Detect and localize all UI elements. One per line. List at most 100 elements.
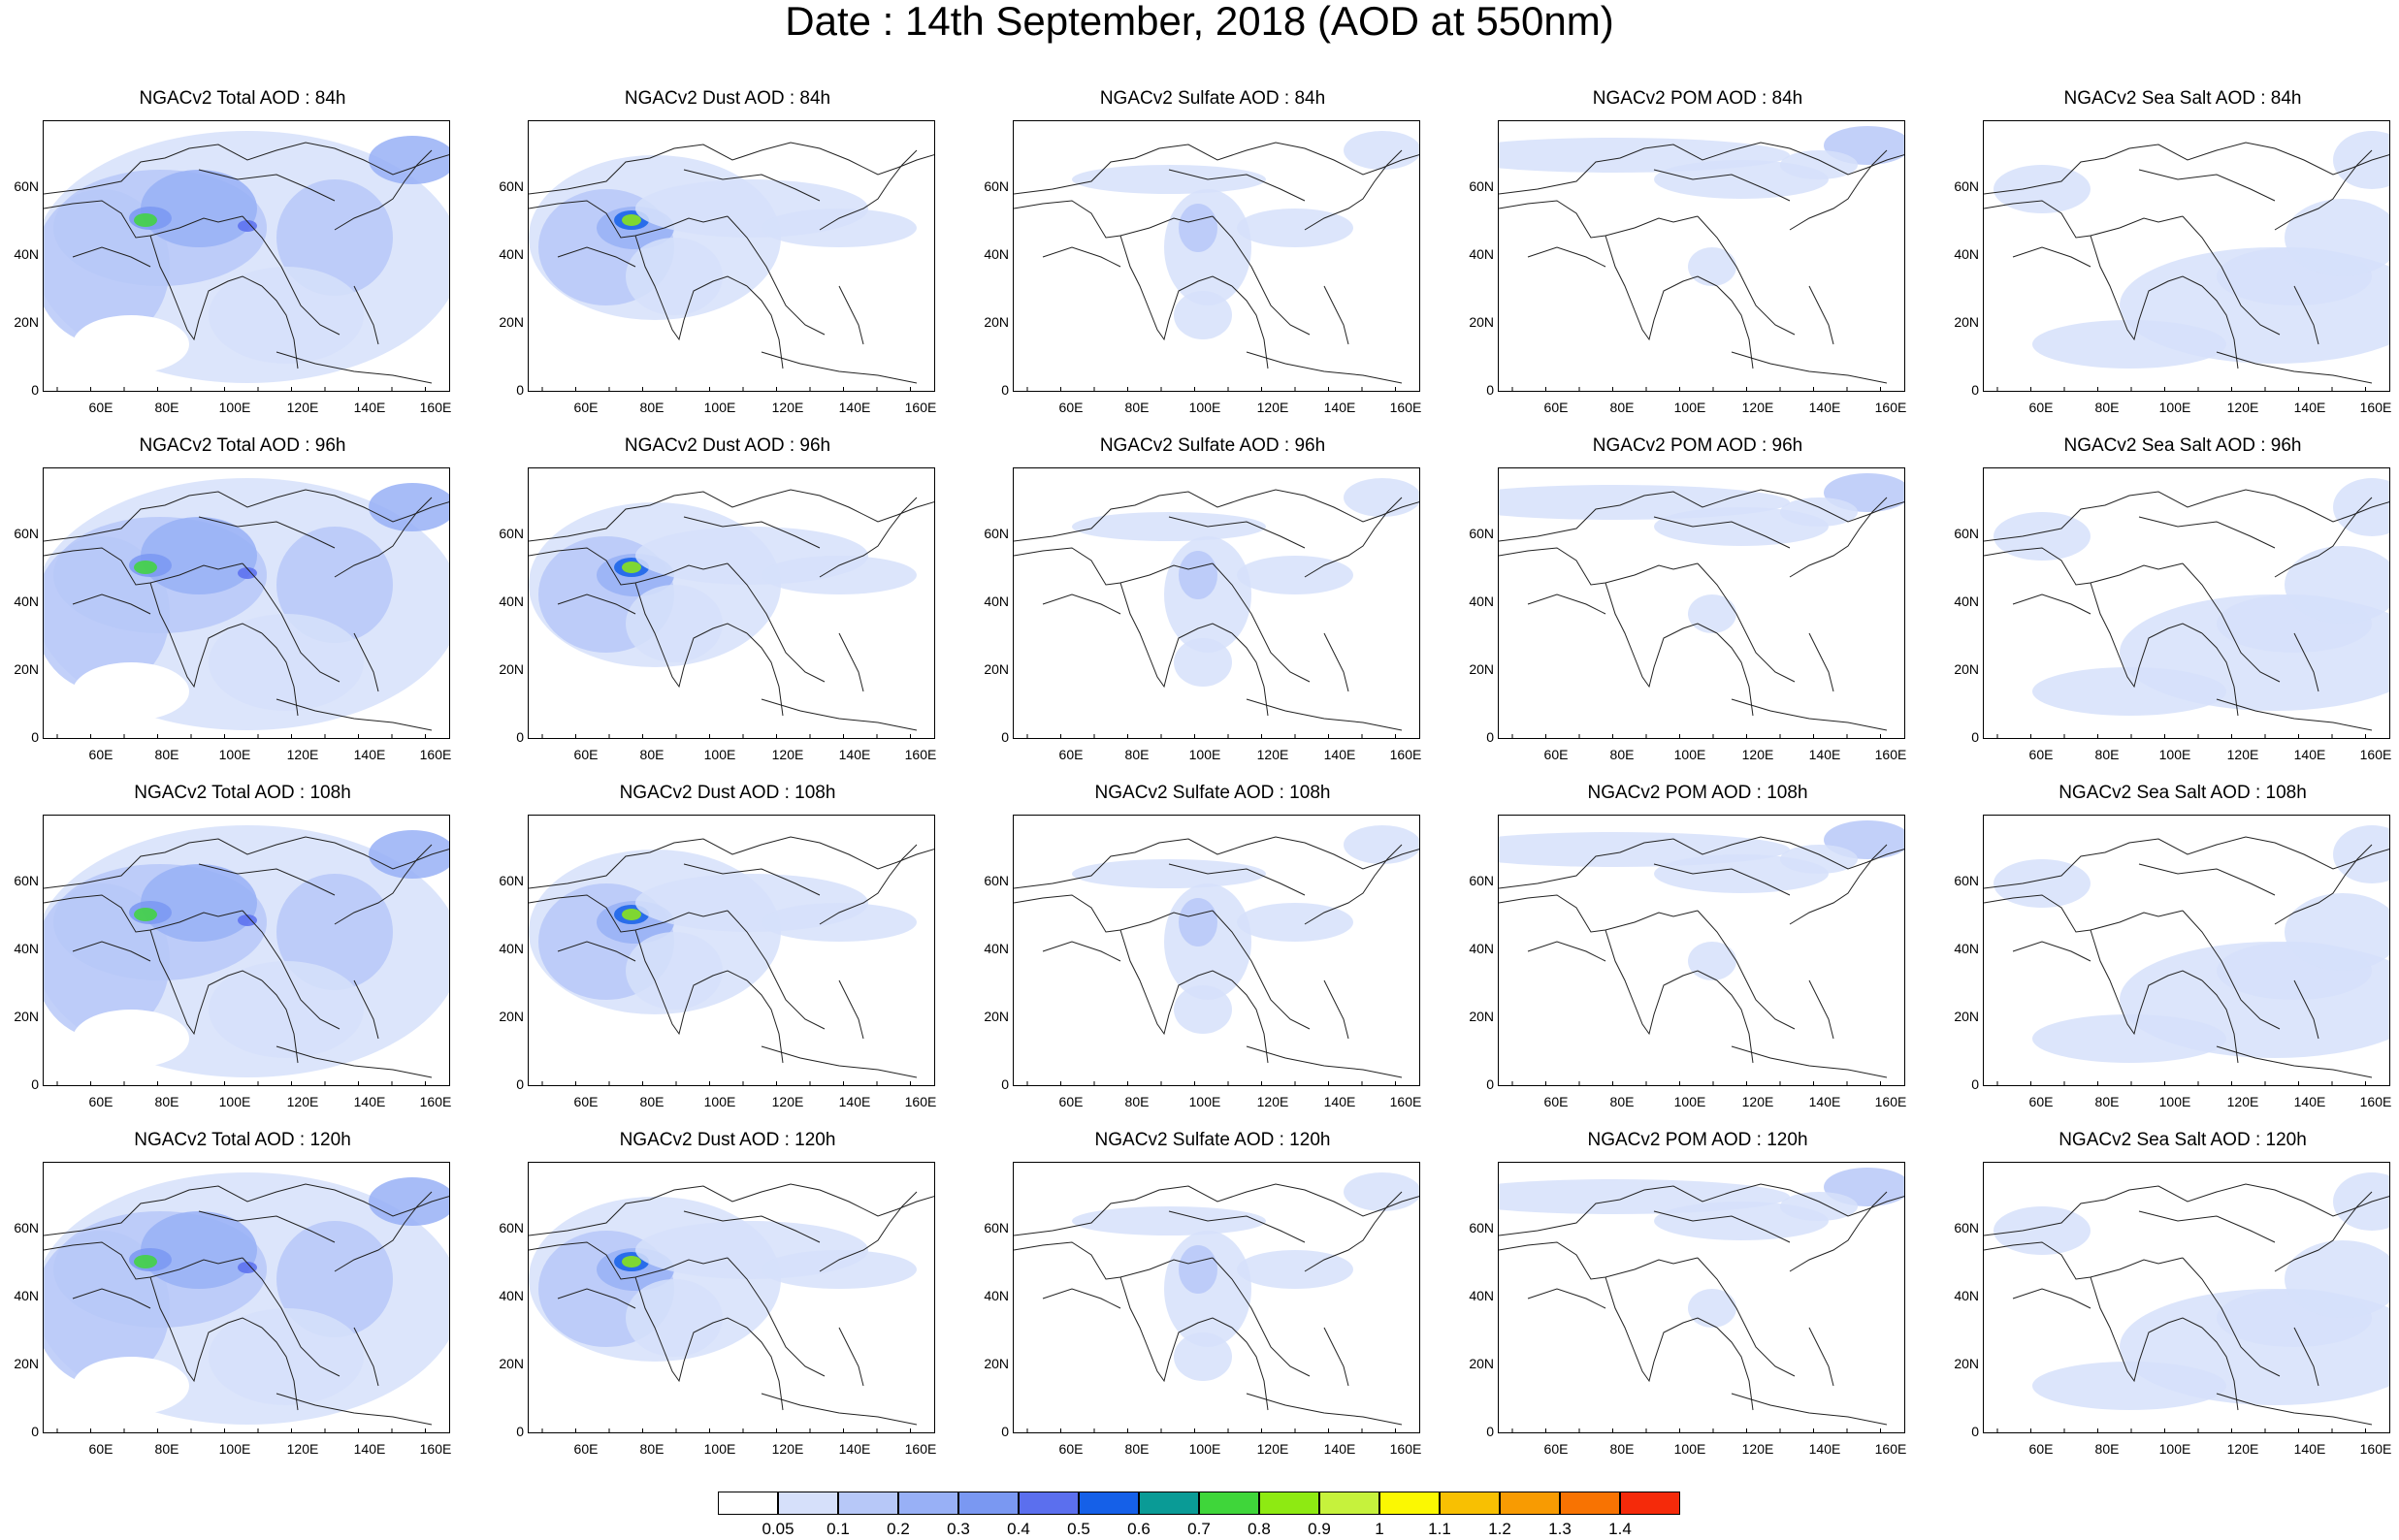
aod-contour-region [141, 517, 257, 594]
coastline [72, 246, 151, 268]
coastline [2090, 235, 2203, 341]
colorbar-label: 1.4 [1608, 1520, 1632, 1538]
aod-field [1984, 478, 2389, 738]
longitude-label: 160E [1874, 747, 1907, 762]
latitude-label: 0 [31, 382, 39, 398]
coastline [1984, 547, 2184, 586]
longitude-label: 120E [1256, 1094, 1289, 1109]
map-area [43, 120, 450, 392]
coastline [1731, 351, 1888, 384]
aod-contour-region [2032, 320, 2226, 369]
panel-title: NGACv2 Total AOD : 120h [134, 1130, 351, 1150]
aod-field [1984, 131, 2389, 391]
longitude-label: 140E [1323, 400, 1356, 415]
longitude-label: 60E [88, 747, 113, 762]
coastline [1168, 516, 1306, 549]
coastline [334, 497, 433, 578]
latitude-label: 40N [1954, 941, 1979, 956]
latitude-label: 20N [499, 1356, 524, 1371]
longitude-label: 80E [1124, 400, 1150, 415]
map-panel-seasalt-108h: NGACv2 Sea Salt AOD : 108h 60N 40N 20N 0 60E 8… [1940, 782, 2399, 1119]
panel-title: NGACv2 POM AOD : 96h [1592, 435, 1803, 456]
coastline [2274, 844, 2373, 925]
longitude-label: 140E [353, 1441, 386, 1457]
colorbar-swatch [1620, 1492, 1680, 1515]
coastline [1212, 910, 1311, 1030]
coastline [1231, 1327, 1269, 1411]
coastline [683, 516, 821, 549]
panel-title: NGACv2 POM AOD : 84h [1592, 88, 1803, 109]
longitude-label: 60E [1058, 747, 1084, 762]
coastline [2090, 1276, 2203, 1383]
coastline [529, 1241, 729, 1280]
latitude-label: 20N [499, 661, 524, 677]
coastline [1246, 1045, 1403, 1078]
coastline [1042, 941, 1121, 962]
longitude-label: 80E [1609, 747, 1635, 762]
longitude-label: 140E [1808, 1094, 1841, 1109]
coastline [1014, 1241, 1214, 1280]
coastline [2012, 941, 2091, 962]
colorbar-swatch [838, 1492, 898, 1515]
longitude-label: 100E [2158, 1094, 2191, 1109]
latitude-label: 20N [499, 1009, 524, 1024]
coastline [1014, 1183, 1419, 1236]
latitude-label: 20N [14, 1009, 39, 1024]
aod-contour-region [238, 220, 257, 232]
map-panel-pom-108h: NGACv2 POM AOD : 108h 60N 40N 20N 0 60E 80E 100… [1455, 782, 1940, 1119]
latitude-label: 0 [1486, 729, 1494, 745]
longitude-label: 140E [353, 1094, 386, 1109]
map-panel-dust-108h: NGACv2 Dust AOD : 108h 60N 40N 20N 0 60E 80E 10… [485, 782, 970, 1119]
longitude-label: 160E [1389, 1441, 1422, 1457]
map-area [1013, 1162, 1420, 1433]
longitude-label: 60E [88, 400, 113, 415]
coastline [819, 1191, 918, 1272]
aod-field [1014, 478, 1419, 738]
coastline [1697, 910, 1796, 1030]
coastline [1697, 562, 1796, 683]
aod-contour-region [1688, 1289, 1736, 1328]
colorbar-swatch [1139, 1492, 1199, 1515]
latitude-label: 60N [499, 873, 524, 888]
longitude-label: 80E [2094, 1094, 2120, 1109]
longitude-label: 160E [419, 1441, 452, 1457]
coastline [1808, 632, 1834, 692]
aod-contour-region [1688, 594, 1736, 633]
coastline [1697, 1257, 1796, 1377]
panel-title: NGACv2 Sea Salt AOD : 108h [2059, 783, 2307, 803]
longitude-label: 120E [1256, 400, 1289, 415]
map-panel-sulfate-120h: NGACv2 Sulfate AOD : 120h 60N 40N 20N 0 60E 80… [970, 1129, 1455, 1466]
coastline [1789, 844, 1888, 925]
latitude-label: 40N [499, 594, 524, 609]
map-panel-total-84h: NGACv2 Total AOD : 84h 60N 40N 20N 0 60E 80E 10… [0, 87, 485, 425]
aod-contour-region [2333, 825, 2389, 883]
panel-title: NGACv2 Total AOD : 96h [139, 435, 346, 456]
coastline [557, 594, 636, 615]
longitude-label: 100E [703, 400, 736, 415]
aod-contour-region [622, 214, 641, 226]
aod-contour-region [1179, 204, 1217, 252]
latitude-label: 60N [1954, 1220, 1979, 1235]
aod-contour-region [1780, 1192, 1858, 1221]
coastline [1499, 489, 1904, 542]
longitude-label: 100E [1188, 1441, 1221, 1457]
map-area [1498, 815, 1905, 1086]
longitude-label: 80E [154, 1094, 179, 1109]
latitude-label: 40N [14, 594, 39, 609]
map-panel-sulfate-96h: NGACv2 Sulfate AOD : 96h 60N 40N 20N 0 60E 80E… [970, 434, 1455, 772]
map-panel-dust-84h: NGACv2 Dust AOD : 84h 60N 40N 20N 0 60E 80E 100… [485, 87, 970, 425]
coastline [1527, 246, 1606, 268]
coastline [761, 1393, 918, 1426]
coastline [242, 562, 340, 683]
map-panel-pom-96h: NGACv2 POM AOD : 96h 60N 40N 20N 0 60E 80E 100E… [1455, 434, 1940, 772]
coastline [529, 1183, 934, 1236]
latitude-label: 60N [14, 178, 39, 194]
coastline [2138, 516, 2276, 549]
aod-contour-region [622, 909, 641, 920]
coastline [1605, 235, 1718, 341]
longitude-label: 120E [286, 1094, 319, 1109]
aod-field [529, 1183, 934, 1432]
coastline [1304, 1191, 1403, 1272]
longitude-label: 80E [2094, 400, 2120, 415]
coastline [1323, 979, 1349, 1040]
